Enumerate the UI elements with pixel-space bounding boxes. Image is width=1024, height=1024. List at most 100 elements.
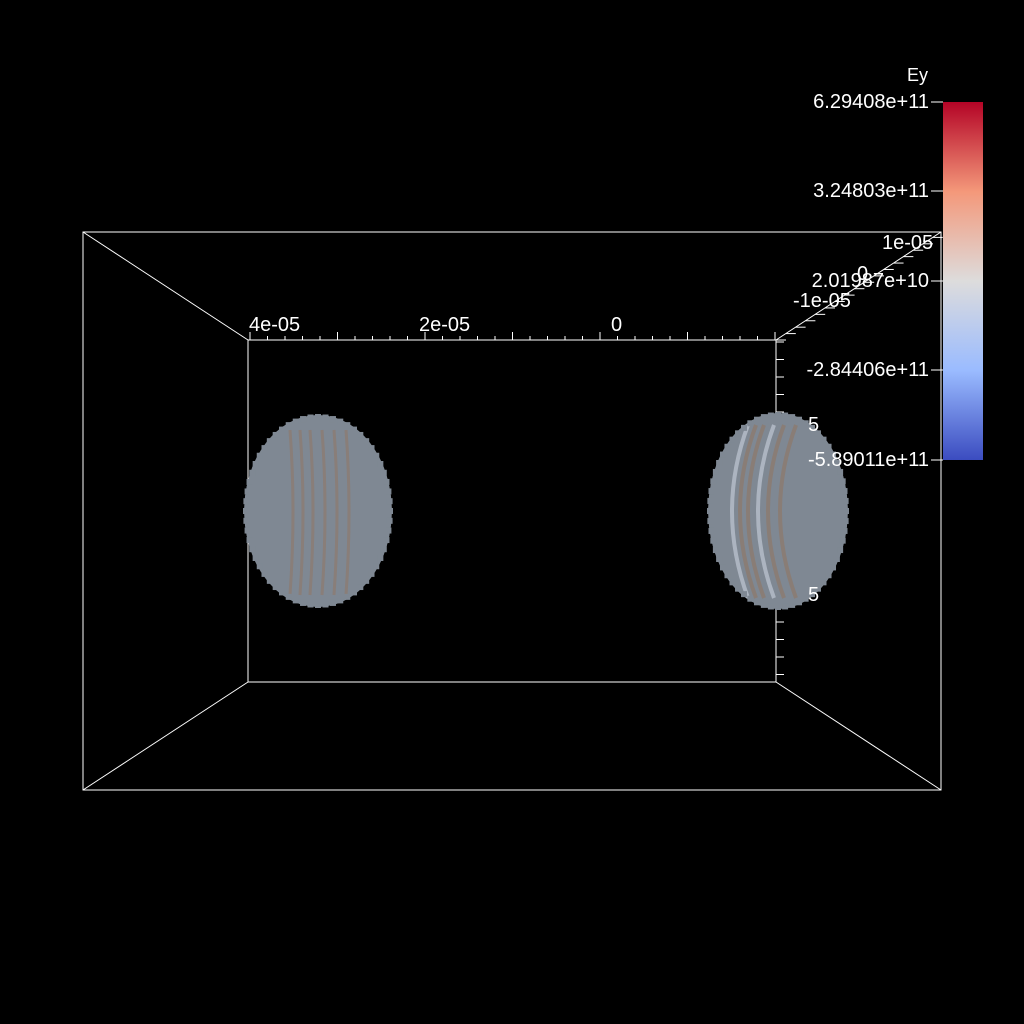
- voxel: [710, 478, 717, 485]
- voxel: [373, 452, 380, 459]
- voxel: [252, 461, 259, 467]
- right-blob-outline: [707, 412, 849, 610]
- voxel: [385, 527, 392, 534]
- voxel: [712, 468, 719, 475]
- voxel: [741, 424, 747, 431]
- voxel: [351, 589, 357, 596]
- voxel: [249, 546, 256, 553]
- voxel: [244, 488, 251, 495]
- voxel: [368, 445, 375, 452]
- voxel: [380, 469, 387, 476]
- voxel: [789, 414, 796, 421]
- y-axis-label-1e-05: 1e-05: [882, 232, 934, 254]
- voxel: [843, 508, 849, 514]
- voxel: [830, 564, 837, 571]
- voxel: [825, 443, 832, 450]
- voxel: [833, 460, 840, 466]
- voxel: [707, 508, 713, 514]
- voxel: [782, 603, 789, 610]
- voxel: [710, 537, 717, 544]
- voxel: [266, 438, 273, 445]
- stripe: [730, 424, 750, 599]
- z-axis-label-partial-upper: 5: [808, 414, 820, 436]
- voxel: [796, 416, 803, 423]
- voxel: [712, 547, 719, 554]
- x-axis-ticks: [249, 332, 776, 340]
- voxel: [707, 497, 714, 504]
- voxel: [747, 595, 754, 602]
- voxel: [747, 420, 754, 427]
- voxel: [841, 527, 848, 534]
- voxel: [837, 547, 844, 554]
- voxel: [279, 589, 285, 596]
- voxel: [246, 478, 253, 485]
- voxel: [285, 593, 292, 600]
- voxel: [300, 416, 307, 423]
- voxel: [266, 577, 273, 584]
- x-axis-label-4e-05: 4e-05: [249, 314, 301, 336]
- voxel: [386, 517, 393, 524]
- voxel: [329, 416, 336, 423]
- voxel: [373, 563, 380, 570]
- voxel: [322, 601, 329, 608]
- voxel: [719, 564, 726, 571]
- voxel: [842, 518, 849, 525]
- stripe: [756, 424, 776, 599]
- colorbar-label-4: -2.84406e+11: [806, 359, 929, 381]
- voxel: [789, 601, 796, 608]
- voxel: [292, 418, 299, 425]
- voxel: [383, 478, 390, 485]
- stripe: [344, 429, 351, 596]
- voxel: [724, 572, 731, 579]
- stripe: [308, 429, 315, 596]
- voxel: [261, 570, 268, 577]
- voxel: [719, 451, 726, 458]
- voxel: [839, 537, 846, 544]
- colorbar-label-2: 3.24803e+11: [813, 180, 929, 202]
- voxel: [279, 426, 285, 433]
- voxel: [820, 579, 827, 586]
- voxel: [814, 585, 821, 592]
- voxel: [322, 414, 329, 421]
- stripe: [778, 424, 798, 599]
- voxel: [708, 488, 715, 495]
- colorbar-ticks: [931, 101, 943, 461]
- voxel: [300, 599, 307, 606]
- stripe: [298, 429, 305, 596]
- voxel: [380, 546, 387, 553]
- left-blob-stripes: [288, 429, 351, 596]
- voxel: [387, 508, 393, 514]
- voxel: [825, 572, 832, 579]
- colorbar-gradient: [943, 102, 983, 460]
- voxel: [386, 498, 393, 505]
- voxel: [796, 599, 803, 606]
- voxel: [775, 412, 781, 418]
- voxel: [307, 414, 314, 421]
- voxel: [285, 422, 292, 429]
- voxel: [256, 452, 263, 459]
- voxel: [252, 555, 259, 561]
- z-axis-label-partial-lower: 5: [808, 584, 820, 606]
- voxel: [344, 593, 351, 600]
- x-axis-label-0: 0: [611, 314, 623, 336]
- voxel: [802, 595, 809, 602]
- colorbar-label-min: -5.89011e+11: [807, 449, 929, 471]
- voxel: [809, 424, 815, 431]
- x-axis-label-2e-05: 2e-05: [419, 314, 471, 336]
- voxel: [833, 556, 840, 562]
- stripe: [766, 424, 786, 599]
- left-blob: [244, 415, 392, 607]
- voxel: [307, 601, 314, 608]
- voxel: [337, 418, 344, 425]
- colorbar: [931, 101, 983, 461]
- voxel: [261, 445, 268, 452]
- voxel: [357, 431, 364, 438]
- voxel: [802, 420, 809, 427]
- voxel: [243, 517, 250, 524]
- voxel: [729, 579, 736, 586]
- box-edge-top-left: [82, 231, 249, 341]
- voxel: [329, 599, 336, 606]
- voxel: [357, 584, 364, 591]
- stripe: [738, 424, 758, 599]
